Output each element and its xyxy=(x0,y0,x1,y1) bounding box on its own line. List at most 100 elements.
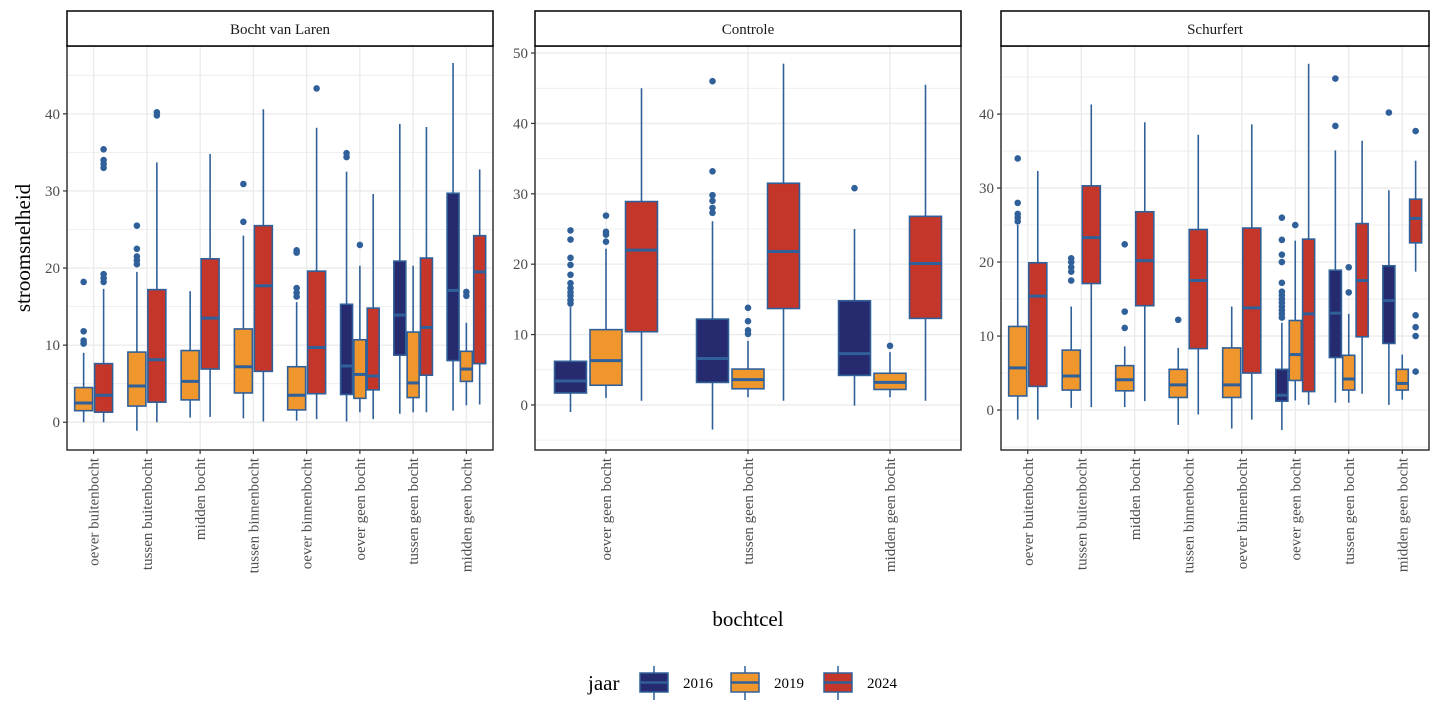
outlier-point xyxy=(133,222,141,229)
legend-key-2019: 2019 xyxy=(730,666,804,700)
box-2024 xyxy=(472,169,487,405)
box-iqr xyxy=(589,328,623,387)
x-tick-label: oever geen bocht xyxy=(599,457,615,560)
box-2024 xyxy=(419,126,434,413)
y-tick-label: 30 xyxy=(979,181,994,197)
outlier-point xyxy=(100,156,107,164)
legend-label: 2024 xyxy=(867,676,898,692)
facet-strip xyxy=(1000,10,1430,47)
outlier-point xyxy=(1121,308,1129,315)
box-2024 xyxy=(366,194,380,420)
outlier-point xyxy=(1067,277,1075,284)
box-2024 xyxy=(200,153,220,417)
outlier-point xyxy=(293,284,300,292)
box-2024 xyxy=(1301,63,1316,405)
outlier-point xyxy=(1014,155,1022,162)
box-iqr xyxy=(1241,227,1262,374)
y-tick-label: 0 xyxy=(987,403,995,419)
outlier-point xyxy=(240,218,247,226)
y-tick-label: 20 xyxy=(513,257,528,273)
legend-key-2024: 2024 xyxy=(823,666,898,700)
box-2024 xyxy=(1134,122,1155,402)
outlier-point xyxy=(100,270,107,278)
box-2024 xyxy=(306,85,327,420)
y-tick-label: 40 xyxy=(45,107,60,123)
box-iqr xyxy=(339,303,354,396)
outlier-point xyxy=(709,191,716,199)
facet-title: Schurfert xyxy=(1187,22,1244,38)
box-iqr xyxy=(908,215,943,320)
x-axis-title: bochtcel xyxy=(712,607,783,631)
outlier-point xyxy=(567,236,574,243)
outlier-point xyxy=(1412,332,1419,340)
outlier-point xyxy=(1291,221,1299,229)
outlier-point xyxy=(343,149,350,157)
outlier-point xyxy=(1278,288,1286,295)
legend-label: 2016 xyxy=(683,676,714,692)
outlier-point xyxy=(567,261,574,269)
box-2024 xyxy=(1355,140,1369,394)
outlier-point xyxy=(1332,75,1339,82)
outlier-point xyxy=(80,327,87,335)
box-iqr xyxy=(624,200,659,333)
box-2019 xyxy=(589,212,623,398)
outlier-point xyxy=(293,289,300,297)
box-2016 xyxy=(1328,75,1343,403)
x-tick-label: oever binnenbocht xyxy=(300,457,316,569)
x-tick-label: tussen binnenbocht xyxy=(1181,457,1197,573)
box-2019 xyxy=(1168,316,1189,425)
outlier-point xyxy=(567,227,574,234)
box-2019 xyxy=(353,241,367,413)
facet-title: Controle xyxy=(722,22,775,38)
outlier-point xyxy=(1278,251,1286,258)
box-2019 xyxy=(1221,306,1242,429)
x-tick-label: oever binnenbocht xyxy=(1235,457,1251,569)
box-iqr xyxy=(419,257,434,377)
box-2016 xyxy=(1275,214,1289,431)
box-2024 xyxy=(93,146,114,423)
box-iqr xyxy=(695,318,730,384)
outlier-point xyxy=(463,288,470,296)
facet-title: Bocht van Laren xyxy=(230,22,330,38)
box-2019 xyxy=(180,291,200,418)
box-iqr xyxy=(353,338,367,400)
box-2019 xyxy=(73,278,94,423)
legend-label: 2019 xyxy=(774,676,804,692)
box-iqr xyxy=(180,349,200,401)
outlier-point xyxy=(80,337,87,344)
y-tick-label: 20 xyxy=(45,261,60,277)
box-2024 xyxy=(1081,104,1102,408)
outlier-point xyxy=(567,279,574,287)
outlier-point xyxy=(133,245,141,253)
box-iqr xyxy=(446,192,460,362)
outlier-point xyxy=(153,109,161,116)
box-2016 xyxy=(393,123,407,414)
box-2019 xyxy=(1114,241,1135,408)
x-tick-label: tussen buitenbocht xyxy=(1074,457,1090,570)
facet-strip xyxy=(66,10,494,47)
box-2016 xyxy=(837,184,872,406)
y-tick-label: 20 xyxy=(979,255,994,271)
x-tick-label: midden bocht xyxy=(1128,457,1144,540)
outlier-point xyxy=(80,278,87,286)
box-2024 xyxy=(1027,171,1048,420)
box-2024 xyxy=(1188,134,1209,415)
outlier-point xyxy=(744,304,752,312)
outlier-point xyxy=(602,228,610,236)
box-iqr xyxy=(1134,210,1155,307)
y-tick-label: 30 xyxy=(45,184,60,200)
box-2019 xyxy=(1341,263,1356,403)
box-iqr xyxy=(406,331,420,399)
box-2024 xyxy=(147,109,167,423)
panel-1: Controle 0 10 20 30 40 50 oever geen bocht tusse… xyxy=(513,10,962,572)
box-iqr xyxy=(1395,368,1410,391)
box-iqr xyxy=(393,260,407,356)
box-2019 xyxy=(1007,155,1028,420)
outlier-point xyxy=(356,241,364,249)
box-iqr xyxy=(1188,228,1209,350)
box-iqr xyxy=(1288,319,1303,382)
outlier-point xyxy=(1332,122,1339,130)
outlier-point xyxy=(1412,312,1419,319)
outlier-point xyxy=(851,184,858,192)
panel-2: Schurfert 0 10 20 30 40 oever buitenbocht tusse… xyxy=(979,10,1430,573)
